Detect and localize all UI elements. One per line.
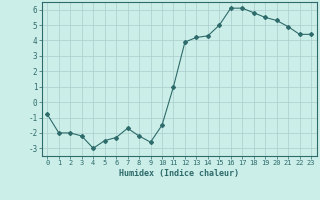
X-axis label: Humidex (Indice chaleur): Humidex (Indice chaleur) [119,169,239,178]
